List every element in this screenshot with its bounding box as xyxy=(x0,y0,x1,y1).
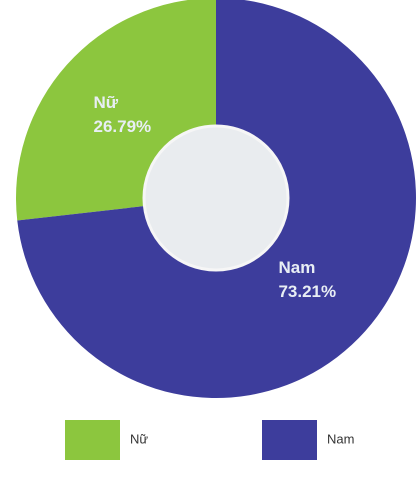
donut-hole xyxy=(142,124,290,272)
slice-name: Nữ xyxy=(94,93,119,112)
slice-name: Nam xyxy=(278,258,315,277)
slice-value-label: 26.79% xyxy=(94,117,152,136)
legend-label: Nam xyxy=(327,431,354,446)
slice-value-label: 73.21% xyxy=(278,282,336,301)
legend-swatch xyxy=(262,420,317,460)
legend-swatch xyxy=(65,420,120,460)
legend-label: Nữ xyxy=(130,431,148,446)
